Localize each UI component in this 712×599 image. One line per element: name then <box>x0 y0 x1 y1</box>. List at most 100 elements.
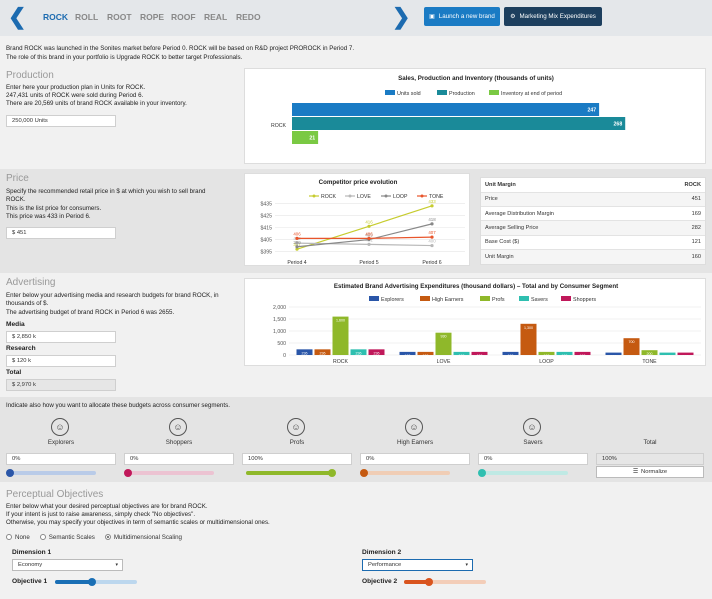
perceptual-section-title: Perceptual Objectives <box>6 489 104 500</box>
price-point-label-rock-2: 433 <box>428 199 436 204</box>
price-chart-panel: Competitor price evolution ROCK LOVE LOOP TO… <box>244 173 470 266</box>
objective-1-slider[interactable] <box>55 578 137 586</box>
segment-slider-shoppers[interactable] <box>128 471 214 475</box>
segment-slider-knob[interactable] <box>124 469 132 477</box>
adv-bar-tone-savers <box>659 352 676 355</box>
adv-bar-tone-profs <box>641 350 658 355</box>
brand-tab-root[interactable]: ROOT <box>107 12 132 22</box>
segment-slider-knob[interactable] <box>6 469 14 477</box>
adv-bar-label-2-3: 130 <box>562 354 568 358</box>
marketing-mix-expenditures-button[interactable]: ⚙ Marketing Mix Expenditures <box>504 7 602 26</box>
brand-tab-roll[interactable]: ROLL <box>75 12 99 22</box>
chevron-down-icon: ▾ <box>115 562 118 568</box>
segment-slider-knob[interactable] <box>328 469 336 477</box>
objective-1-label: Objective 1 <box>12 578 48 585</box>
adv-bar-tone-high-earners <box>623 338 640 355</box>
mix-icon: ⚙ <box>510 14 516 20</box>
brand-tab-rock[interactable]: ROCK <box>43 12 69 22</box>
dimension-1-label: Dimension 1 <box>12 549 52 556</box>
adv-bar-label-3-0: 100 <box>611 355 617 359</box>
segment-slider-explorers[interactable] <box>10 471 96 475</box>
segment-allocation-input-high-earners[interactable]: 0% <box>360 453 470 465</box>
objective-slider-knob[interactable] <box>424 578 433 586</box>
sliders-icon: ☰ <box>632 469 639 475</box>
segment-slider-profs[interactable] <box>246 471 332 475</box>
media-budget-input[interactable]: $ 2,850 k <box>6 331 116 343</box>
price-legend-dot-3 <box>420 194 424 198</box>
production-text-1: Enter here your production plan in Units… <box>6 84 146 91</box>
adv-bar-label-1-3: 130 <box>459 354 465 358</box>
adv-bar-love-shoppers <box>471 351 488 355</box>
research-budget-input[interactable]: $ 120 k <box>6 355 116 367</box>
next-brand-chevron-icon[interactable]: ❯ <box>392 4 411 29</box>
legend-swatch-1 <box>437 90 447 95</box>
brand-tab-rope[interactable]: ROPE <box>140 12 165 22</box>
dimension-1-select[interactable]: Economy ▾ <box>12 559 123 571</box>
adv-bar-label-3-1: 700 <box>629 340 635 344</box>
launch-new-brand-button[interactable]: ▣ Launch a new brand <box>424 7 500 26</box>
dimension-2-select[interactable]: Performance ▾ <box>362 559 473 571</box>
objective-type-option-1[interactable]: Semantic Scales <box>39 534 95 541</box>
production-chart-panel: Sales, Production and Inventory (thousan… <box>244 68 706 164</box>
objective-type-option-2[interactable]: Multidimensional Scaling <box>104 534 182 541</box>
price-input[interactable]: $ 451 <box>6 227 116 239</box>
adv-legend-swatch-2 <box>480 296 490 301</box>
production-chart-title: Sales, Production and Inventory (thousan… <box>398 75 554 82</box>
brand-intro-line-2: The role of this brand in your portfolio… <box>6 54 243 61</box>
adv-bar-love-high-earners <box>417 351 434 355</box>
segment-slider-savers[interactable] <box>482 471 568 475</box>
total-label: Total <box>6 369 22 376</box>
price-text-2: This is the list price for consumers. <box>6 205 102 212</box>
price-point-love-2 <box>430 243 434 248</box>
price-point-tone-0 <box>295 236 299 240</box>
launch-icon: ▣ <box>429 14 435 20</box>
price-ytick-0: $435 <box>260 201 272 207</box>
dimension-1-value: Economy <box>18 562 43 568</box>
price-point-label-tone-1: 406 <box>365 231 373 236</box>
objective-type-radio-group: None Semantic Scales Multidimensional Scal… <box>6 534 182 541</box>
segment-slider-fill <box>246 471 332 475</box>
price-point-loop-0 <box>295 245 299 249</box>
previous-brand-chevron-icon[interactable]: ❮ <box>8 4 27 29</box>
unit-margin-table: Unit Margin ROCK Price 451 Average Distribut… <box>481 178 705 264</box>
price-point-label-tone-2: 407 <box>428 230 436 235</box>
segment-label-explorers: Explorers <box>47 439 75 446</box>
segment-slider-high-earners[interactable] <box>364 471 450 475</box>
adv-bar-label-1-4: 130 <box>477 354 483 358</box>
adv-category-label-tone: TONE <box>642 359 657 365</box>
price-text-3: This price was 433 in Period 6. <box>6 213 91 220</box>
price-point-label-loop-1: 405 <box>365 233 373 238</box>
segment-slider-knob[interactable] <box>478 469 486 477</box>
radio-button[interactable] <box>39 534 46 541</box>
objective-type-option-0[interactable]: None <box>6 534 30 541</box>
segment-allocation-input-explorers[interactable]: 0% <box>6 453 116 465</box>
price-chart: Competitor price evolution ROCK LOVE LOOP TO… <box>260 179 465 266</box>
price-legend-label-0: ROCK <box>321 194 337 200</box>
brand-tab-real[interactable]: REAL <box>204 12 228 22</box>
segment-allocation-input-shoppers[interactable]: 0% <box>124 453 234 465</box>
segment-allocation-input-savers[interactable]: 0% <box>478 453 588 465</box>
production-units-input[interactable]: 250,000 Units <box>6 115 116 127</box>
research-label: Research <box>6 345 36 352</box>
segment-slider-knob[interactable] <box>360 469 368 477</box>
normalize-button[interactable]: ☰ Normalize <box>596 466 704 478</box>
price-point-tone-2 <box>430 235 434 239</box>
adv-bar-rock-savers <box>350 349 367 355</box>
adv-bar-rock-shoppers <box>368 349 385 355</box>
radio-button[interactable] <box>104 534 111 541</box>
objective-slider-knob[interactable] <box>87 578 96 586</box>
radio-button[interactable] <box>6 534 12 541</box>
price-point-label-tone-0: 406 <box>293 231 301 236</box>
adv-legend-label-1: High Earners <box>432 297 464 303</box>
total-budget-readonly: $ 2,970 k <box>6 379 116 391</box>
brand-tab-roof[interactable]: ROOF <box>171 12 196 22</box>
category-label-rock: ROCK <box>271 123 287 129</box>
price-legend-dot-2 <box>384 194 388 198</box>
table-row: Base Cost ($) 121 <box>481 234 705 250</box>
brand-tab-redo[interactable]: REDO <box>236 12 261 22</box>
price-point-rock-0 <box>295 247 299 251</box>
adv-ytick-1: 1,500 <box>273 317 286 323</box>
unit-margin-value: 169 <box>650 206 705 221</box>
segment-allocation-input-profs[interactable]: 100% <box>242 453 352 465</box>
objective-2-slider[interactable] <box>404 578 486 586</box>
